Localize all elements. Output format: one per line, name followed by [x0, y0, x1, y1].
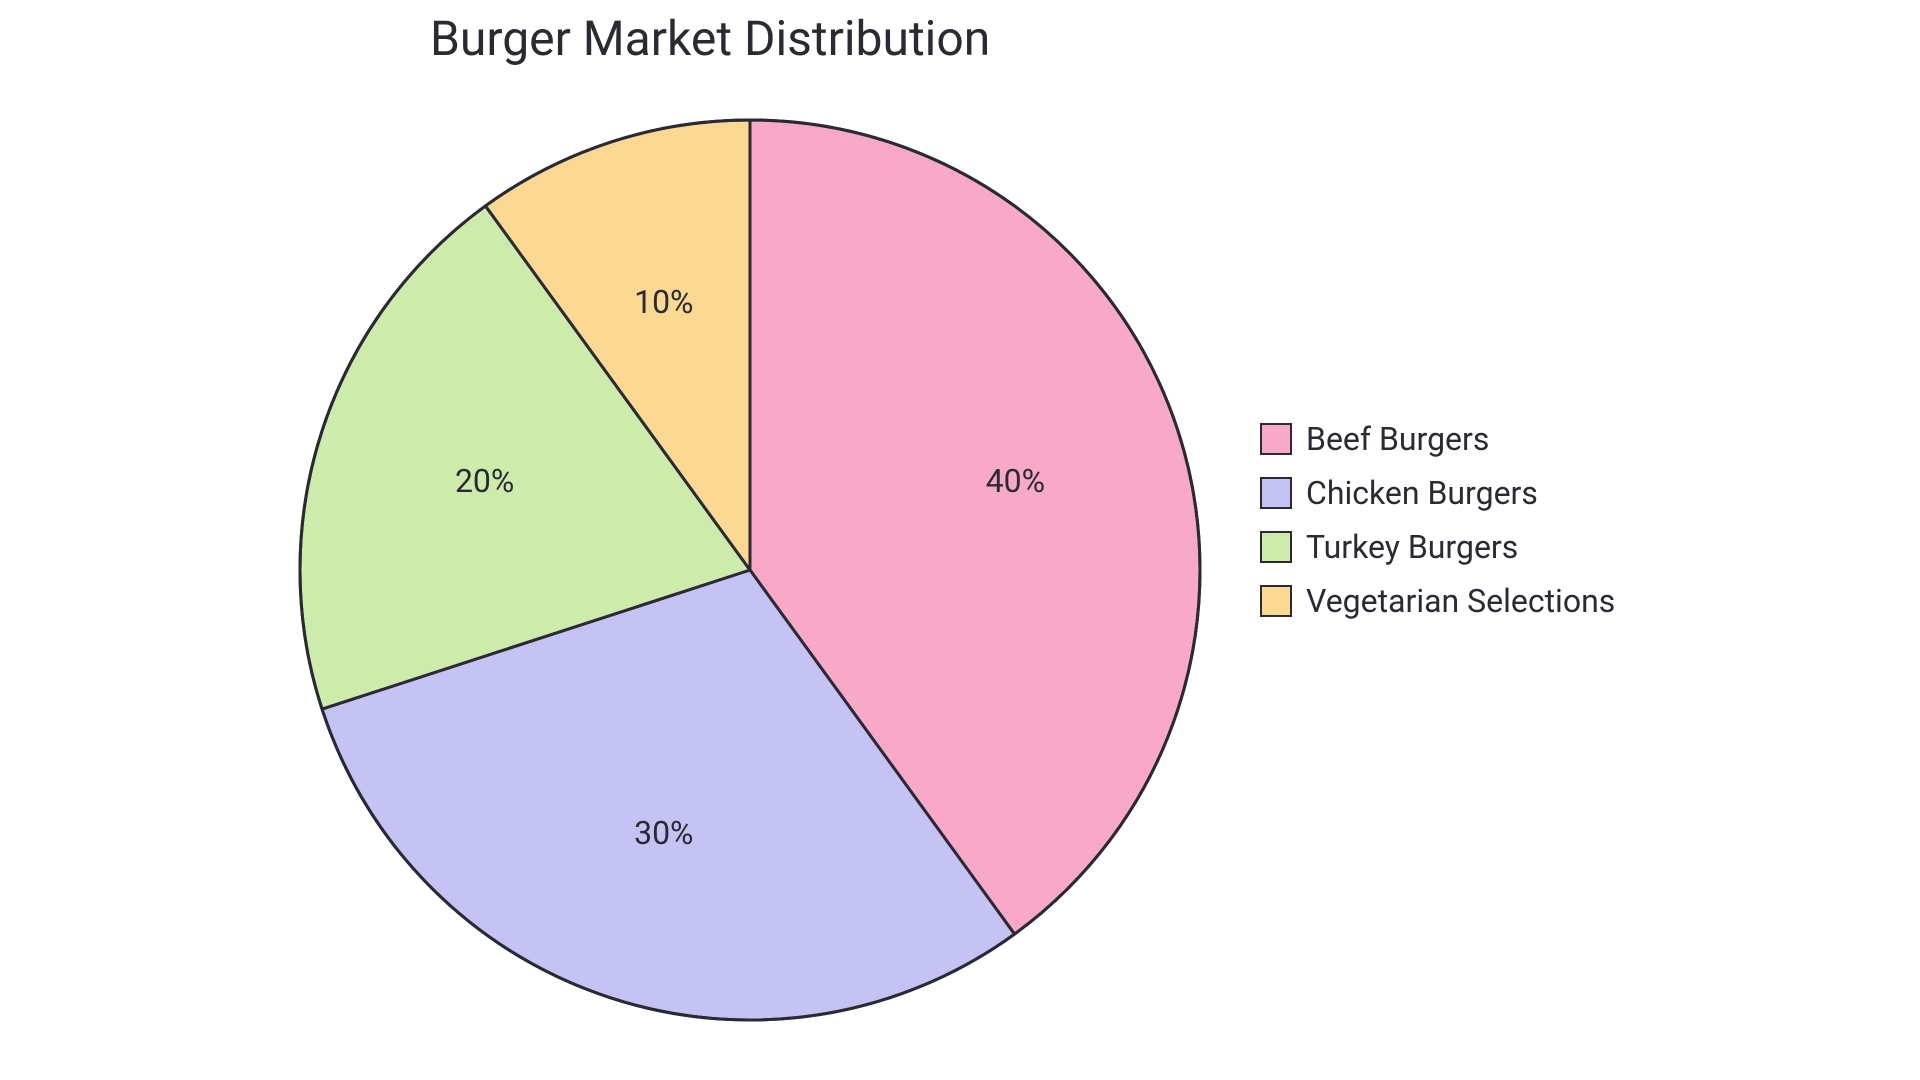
- legend-swatch: [1260, 423, 1292, 455]
- legend-label: Vegetarian Selections: [1306, 582, 1615, 620]
- slice-percent-label: 30%: [634, 814, 693, 852]
- legend-item: Turkey Burgers: [1260, 528, 1615, 566]
- legend-item: Beef Burgers: [1260, 420, 1615, 458]
- legend-label: Turkey Burgers: [1306, 528, 1518, 566]
- legend-label: Chicken Burgers: [1306, 474, 1538, 512]
- slice-percent-label: 40%: [986, 462, 1045, 500]
- legend-item: Chicken Burgers: [1260, 474, 1615, 512]
- slice-percent-label: 10%: [634, 283, 693, 321]
- legend: Beef Burgers Chicken Burgers Turkey Burger…: [1260, 420, 1615, 620]
- slice-percent-label: 20%: [455, 462, 514, 500]
- legend-swatch: [1260, 477, 1292, 509]
- legend-swatch: [1260, 585, 1292, 617]
- legend-item: Vegetarian Selections: [1260, 582, 1615, 620]
- legend-label: Beef Burgers: [1306, 420, 1489, 458]
- pie-chart: 40% 30% 20% 10%: [280, 100, 1220, 1044]
- chart-title: Burger Market Distribution: [430, 10, 990, 67]
- legend-swatch: [1260, 531, 1292, 563]
- chart-container: Burger Market Distribution 40%30%20%10% …: [0, 0, 1920, 1080]
